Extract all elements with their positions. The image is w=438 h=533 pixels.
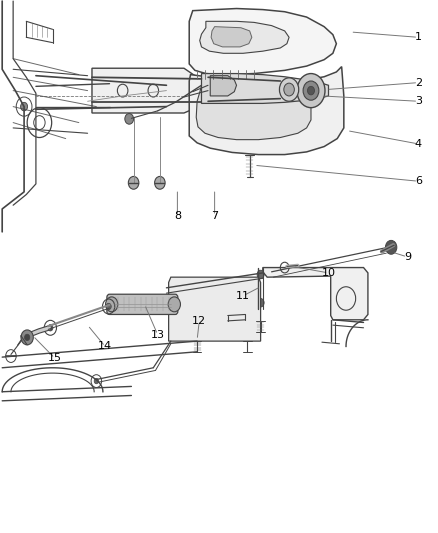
Polygon shape <box>92 68 201 113</box>
Text: 7: 7 <box>211 211 218 221</box>
Polygon shape <box>263 268 368 320</box>
Circle shape <box>21 102 28 111</box>
Text: 2: 2 <box>415 78 422 87</box>
Circle shape <box>297 74 325 108</box>
Text: 8: 8 <box>174 211 181 221</box>
Text: 15: 15 <box>48 353 62 363</box>
Text: 6: 6 <box>415 176 422 186</box>
Circle shape <box>168 297 180 312</box>
Circle shape <box>284 83 294 96</box>
Text: 12: 12 <box>192 316 206 326</box>
Text: 4: 4 <box>415 139 422 149</box>
Circle shape <box>257 270 264 279</box>
Text: 13: 13 <box>151 330 165 340</box>
FancyBboxPatch shape <box>107 294 178 314</box>
Circle shape <box>94 378 99 384</box>
Text: 9: 9 <box>404 252 411 262</box>
Polygon shape <box>200 21 289 53</box>
Text: 10: 10 <box>321 268 336 278</box>
Circle shape <box>25 334 30 341</box>
Polygon shape <box>189 9 336 75</box>
Circle shape <box>155 176 165 189</box>
Circle shape <box>303 81 319 100</box>
Circle shape <box>279 78 299 101</box>
Polygon shape <box>211 27 252 47</box>
Polygon shape <box>210 76 237 96</box>
Text: 3: 3 <box>415 96 422 106</box>
Text: 11: 11 <box>236 291 250 301</box>
Polygon shape <box>196 85 311 140</box>
Circle shape <box>257 298 264 307</box>
Text: 14: 14 <box>98 342 112 351</box>
Circle shape <box>307 86 314 95</box>
Polygon shape <box>201 74 328 103</box>
Circle shape <box>385 240 397 254</box>
Circle shape <box>106 303 111 310</box>
Polygon shape <box>21 325 52 340</box>
Text: 1: 1 <box>415 33 422 42</box>
Circle shape <box>21 330 33 345</box>
Circle shape <box>125 114 134 124</box>
Polygon shape <box>169 277 261 341</box>
Polygon shape <box>189 67 344 155</box>
Circle shape <box>48 325 53 331</box>
Circle shape <box>106 297 118 312</box>
Circle shape <box>128 176 139 189</box>
